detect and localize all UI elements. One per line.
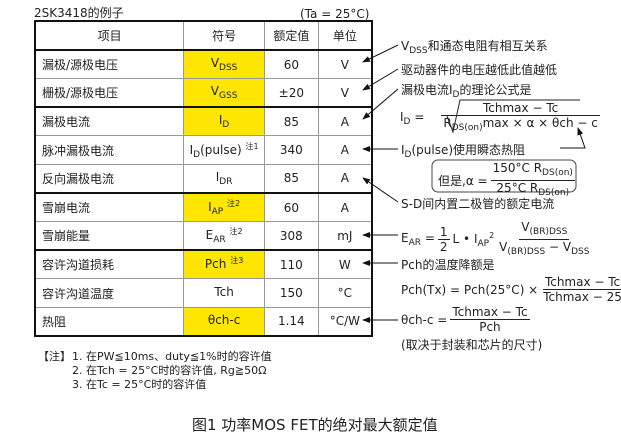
symbol-cell: ID — [183, 106, 265, 137]
value-cell: 340 — [263, 135, 319, 165]
sqrt-sign — [446, 99, 580, 134]
value-cell: ±20 — [263, 78, 319, 109]
note-ref: 注3 — [230, 256, 244, 266]
value-cell: 150 — [263, 278, 319, 308]
note-ref: 注2 — [229, 227, 243, 237]
table-row: 漏极电流 ID 85 A — [34, 106, 373, 137]
note-item: 2. 在Tch = 25°C时的容许值, Rg≧50Ω — [72, 364, 267, 377]
col-header: 符号 — [183, 20, 265, 51]
col-header: 单位 — [317, 20, 373, 51]
col-header: 额定值 — [263, 20, 319, 51]
annotation-vdss: VDSS和通态电阻有相互关系 — [401, 39, 548, 56]
annotation-idr: S-D间内置二极管的额定电流 — [401, 197, 555, 211]
unit-cell: mJ — [317, 221, 373, 252]
arrow — [362, 177, 399, 203]
value-cell: 1.14 — [263, 306, 319, 337]
item-cell: 栅极/源极电压 — [34, 78, 185, 109]
annotation-id: 漏极电流ID的理论公式是 — [401, 83, 532, 100]
pch-formula: Pch(Tx) = Pch(25°C) × Tchmax − Tc Tchmax … — [401, 275, 621, 304]
arrow — [560, 127, 586, 149]
arrow — [362, 88, 399, 120]
symbol-cell: Pch 注3 — [183, 249, 265, 280]
note-item: 3. 在Tc = 25°C时的容许值 — [72, 378, 207, 391]
item-cell: 热阻 — [34, 306, 185, 337]
item-cell: 雪崩能量 — [34, 221, 185, 252]
table-row: 容许沟道损耗 Pch 注3 110 W — [34, 249, 373, 280]
col-header: 项目 — [34, 20, 185, 51]
table-row: 雪崩能量 EAR 注2 308 mJ — [34, 221, 373, 252]
value-cell: 60 — [263, 49, 319, 80]
note-ref: 注2 — [227, 199, 241, 209]
note-ref: 注1 — [245, 141, 259, 151]
item-cell: 雪崩电流 — [34, 192, 185, 223]
symbol-cell: VGSS — [183, 78, 265, 109]
unit-cell: °C/W — [317, 306, 373, 337]
symbol-cell: IAP 注2 — [183, 192, 265, 223]
item-cell: 漏极电流 — [34, 106, 185, 137]
symbol-cell: VDSS — [183, 49, 265, 80]
table-row: 栅极/源极电压 VGSS ±20 V — [34, 78, 373, 109]
value-cell: 85 — [263, 106, 319, 137]
value-cell: 308 — [263, 221, 319, 252]
example-title: 2SK3418的例子 — [34, 6, 124, 20]
item-cell: 反向漏极电流 — [34, 163, 185, 194]
symbol-cell: θch-c — [183, 306, 265, 337]
unit-cell: V — [317, 78, 373, 109]
unit-cell: °C — [317, 278, 373, 308]
ratings-table: 项目 符号 额定值 单位 漏极/源极电压 VDSS 60 V 栅极/源极电压 VG… — [34, 20, 373, 337]
annotation-id-pulse: ID(pulse)使用瞬态热阻 — [401, 143, 526, 160]
figure-caption: 图1 功率MOS FET的绝对最大额定值 — [192, 416, 438, 434]
table-row: 热阻 θch-c 1.14 °C/W — [34, 306, 373, 337]
alpha-formula: 但是,α = 150°C RDS(on) 25°C RDS(on) — [438, 161, 575, 198]
alpha-bracket — [431, 159, 577, 193]
value-cell: 110 — [263, 249, 319, 280]
symbol-cell: IDR — [183, 163, 265, 194]
note-item: 1. 在PW≦10ms、duty≦1%时的容许值 — [72, 350, 272, 363]
unit-cell: A — [317, 106, 373, 137]
condition-label: (Ta = 25°C) — [300, 7, 370, 21]
table-header-row: 项目 符号 额定值 单位 — [34, 20, 373, 51]
arrow — [362, 44, 399, 63]
notes-label: 【注】 — [38, 350, 71, 363]
table-row: 雪崩电流 IAP 注2 60 A — [34, 192, 373, 223]
table-row: 脉冲漏极电流 ID(pulse) 注1 340 A — [34, 135, 373, 165]
id-formula: ID = Tchmax − Tc RDS(on)max × α × θch − c — [400, 101, 600, 133]
item-cell: 脉冲漏极电流 — [34, 135, 185, 165]
annotation-pch: Pch的温度降额是 — [401, 258, 495, 272]
annotation-size: (取决于封装和芯片的尺寸) — [401, 338, 543, 352]
item-cell: 漏极/源极电压 — [34, 49, 185, 80]
annotation-vgss: 驱动器件的电压越低此值越低 — [401, 63, 558, 77]
arrow — [362, 68, 399, 91]
table-row: 漏极/源极电压 VDSS 60 V — [34, 49, 373, 80]
theta-formula: θch-c = Tchmax − Tc Pch — [401, 305, 530, 334]
table-row: 容许沟道温度 Tch 150 °C — [34, 278, 373, 308]
symbol-cell: EAR 注2 — [183, 221, 265, 252]
symbol-cell: Tch — [183, 278, 265, 308]
